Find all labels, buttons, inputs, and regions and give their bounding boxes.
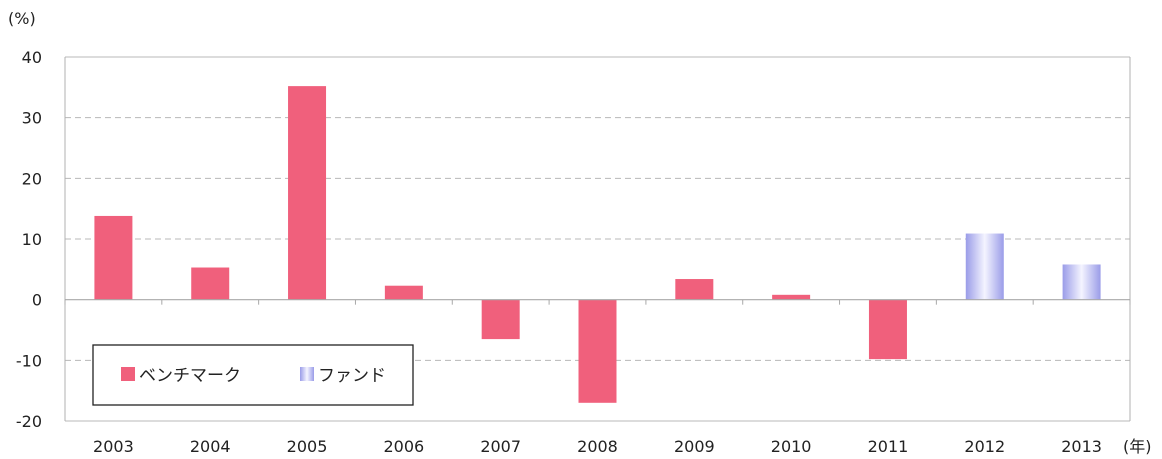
x-tick-label: 2013 — [1061, 437, 1102, 456]
bar-2004 — [191, 267, 230, 300]
bar-2006 — [384, 285, 423, 300]
x-tick-label: 2006 — [384, 437, 425, 456]
y-tick-label: -20 — [16, 412, 42, 431]
x-tick-label: 2008 — [577, 437, 618, 456]
bar-2013 — [1062, 264, 1101, 300]
x-tick-label: 2012 — [964, 437, 1005, 456]
bar-2003 — [94, 215, 133, 300]
bar-2009 — [675, 279, 714, 300]
legend-benchmark-swatch — [121, 367, 135, 381]
y-tick-label: 0 — [32, 291, 42, 310]
bar-2008 — [578, 299, 617, 403]
y-unit-label: (%) — [8, 9, 36, 28]
x-axis-ticks — [64, 299, 1131, 305]
bar-2005 — [288, 86, 327, 300]
legend: ベンチマーク ファンド — [92, 344, 414, 406]
x-tick-label: 2004 — [190, 437, 231, 456]
x-tick-label: 2003 — [93, 437, 134, 456]
y-tick-label: 40 — [22, 48, 42, 67]
bar-2007 — [481, 299, 520, 340]
x-unit-label: (年) — [1123, 437, 1152, 456]
y-tick-label: 30 — [22, 109, 42, 128]
legend-fund-label: ファンド — [318, 366, 386, 386]
x-tick-label: 2009 — [674, 437, 715, 456]
x-axis-tick-labels: 2003 2004 2005 2006 2007 2008 2009 2010 2011 2012… — [93, 437, 1102, 456]
bars — [94, 86, 1101, 403]
legend-benchmark-label: ベンチマーク — [139, 366, 241, 386]
y-tick-label: -10 — [16, 351, 42, 370]
legend-fund-swatch — [300, 367, 314, 381]
y-axis-tick-labels: 40 30 20 10 0 -10 -20 — [16, 48, 42, 431]
x-tick-label: 2007 — [480, 437, 521, 456]
bar-2011 — [868, 299, 907, 360]
x-tick-label: 2011 — [868, 437, 909, 456]
y-tick-label: 10 — [22, 230, 42, 249]
y-tick-label: 20 — [22, 169, 42, 188]
x-tick-label: 2010 — [771, 437, 812, 456]
bar-2012 — [965, 233, 1004, 300]
legend-box — [92, 344, 414, 406]
x-tick-label: 2005 — [287, 437, 328, 456]
bar-2010 — [772, 294, 811, 300]
